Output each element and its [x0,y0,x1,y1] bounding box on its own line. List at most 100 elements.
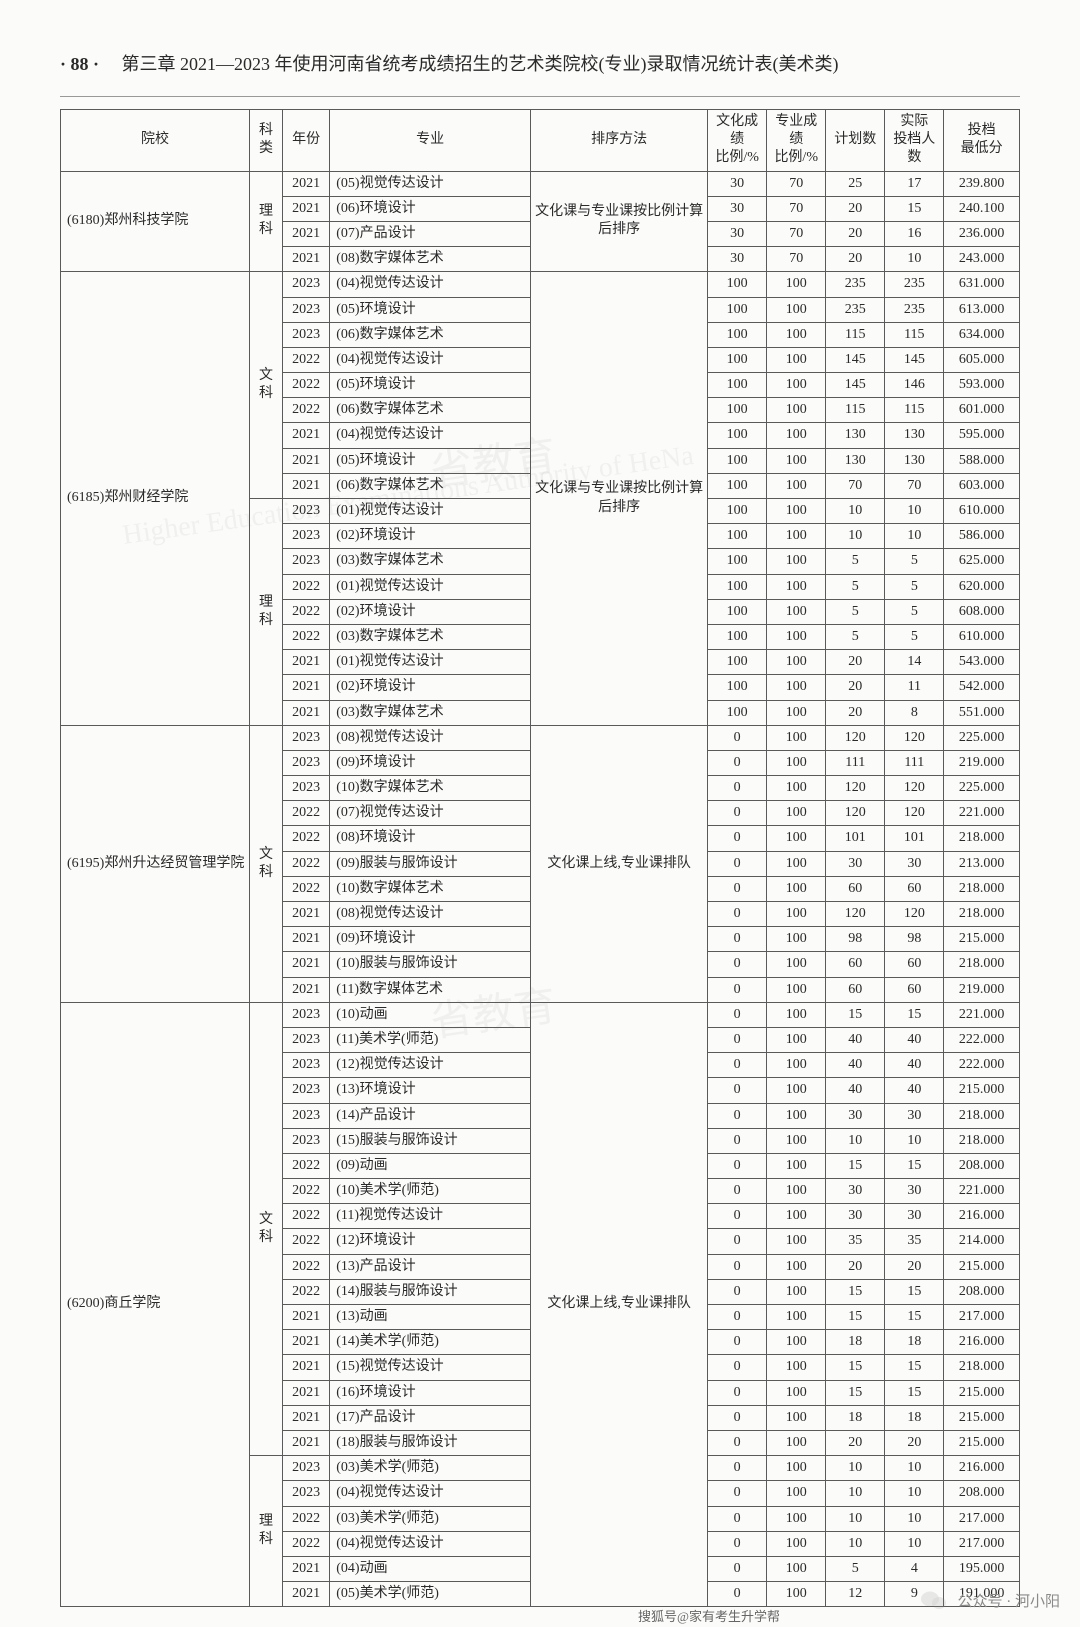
wh-cell: 100 [708,624,767,649]
act-cell: 146 [885,373,944,398]
act-cell: 35 [885,1229,944,1254]
act-cell: 120 [885,776,944,801]
zy-cell: 100 [767,675,826,700]
year-cell: 2023 [283,499,330,524]
plan-cell: 70 [826,473,885,498]
act-cell: 130 [885,423,944,448]
act-cell: 145 [885,347,944,372]
score-cell: 243.000 [944,247,1020,272]
score-cell: 625.000 [944,549,1020,574]
plan-cell: 25 [826,171,885,196]
score-cell: 208.000 [944,1279,1020,1304]
year-cell: 2022 [283,801,330,826]
wh-cell: 30 [708,196,767,221]
zy-cell: 100 [767,1128,826,1153]
score-cell: 216.000 [944,1330,1020,1355]
wh-cell: 0 [708,1002,767,1027]
major-cell: (09)服装与服饰设计 [330,851,531,876]
major-cell: (03)数字媒体艺术 [330,624,531,649]
act-cell: 15 [885,1305,944,1330]
col-header: 院校 [61,110,250,172]
score-cell: 634.000 [944,322,1020,347]
score-cell: 613.000 [944,297,1020,322]
track-cell: 理科 [249,499,282,726]
major-cell: (09)环境设计 [330,750,531,775]
plan-cell: 15 [826,1380,885,1405]
zy-cell: 100 [767,902,826,927]
wh-cell: 0 [708,1405,767,1430]
major-cell: (01)视觉传达设计 [330,574,531,599]
wh-cell: 0 [708,1456,767,1481]
major-cell: (14)产品设计 [330,1103,531,1128]
plan-cell: 120 [826,801,885,826]
wh-cell: 0 [708,977,767,1002]
score-cell: 216.000 [944,1456,1020,1481]
wh-cell: 0 [708,1355,767,1380]
year-cell: 2022 [283,851,330,876]
wh-cell: 0 [708,1027,767,1052]
wh-cell: 100 [708,499,767,524]
major-cell: (05)视觉传达设计 [330,171,531,196]
act-cell: 15 [885,1380,944,1405]
year-cell: 2022 [283,1506,330,1531]
zy-cell: 100 [767,1027,826,1052]
major-cell: (06)环境设计 [330,196,531,221]
track-cell: 理科 [249,1456,282,1607]
zy-cell: 100 [767,549,826,574]
year-cell: 2022 [283,1531,330,1556]
year-cell: 2022 [283,1279,330,1304]
page-number: · 88 · [60,54,99,74]
act-cell: 60 [885,977,944,1002]
zy-cell: 100 [767,1002,826,1027]
score-cell: 542.000 [944,675,1020,700]
zy-cell: 100 [767,876,826,901]
act-cell: 17 [885,171,944,196]
score-cell: 215.000 [944,1254,1020,1279]
zy-cell: 100 [767,524,826,549]
zy-cell: 100 [767,448,826,473]
zy-cell: 100 [767,1380,826,1405]
major-cell: (13)动画 [330,1305,531,1330]
major-cell: (07)视觉传达设计 [330,801,531,826]
score-cell: 214.000 [944,1229,1020,1254]
table-row: (6180)郑州科技学院理科2021(05)视觉传达设计文化课与专业课按比例计算… [61,171,1020,196]
major-cell: (14)美术学(师范) [330,1330,531,1355]
zy-cell: 100 [767,473,826,498]
zy-cell: 100 [767,398,826,423]
act-cell: 40 [885,1053,944,1078]
score-cell: 593.000 [944,373,1020,398]
major-cell: (05)美术学(师范) [330,1582,531,1607]
plan-cell: 98 [826,927,885,952]
zy-cell: 100 [767,725,826,750]
act-cell: 14 [885,650,944,675]
zy-cell: 100 [767,624,826,649]
major-cell: (08)视觉传达设计 [330,902,531,927]
zy-cell: 100 [767,977,826,1002]
zy-cell: 100 [767,1330,826,1355]
plan-cell: 30 [826,1179,885,1204]
wh-cell: 0 [708,1556,767,1581]
year-cell: 2023 [283,297,330,322]
major-cell: (06)数字媒体艺术 [330,322,531,347]
major-cell: (09)动画 [330,1153,531,1178]
score-cell: 221.000 [944,801,1020,826]
track-cell: 文科 [249,272,282,499]
zy-cell: 100 [767,1254,826,1279]
year-cell: 2021 [283,700,330,725]
act-cell: 30 [885,1204,944,1229]
year-cell: 2023 [283,776,330,801]
plan-cell: 20 [826,196,885,221]
major-cell: (04)视觉传达设计 [330,423,531,448]
year-cell: 2023 [283,1456,330,1481]
school-cell: (6185)郑州财经学院 [61,272,250,725]
major-cell: (06)数字媒体艺术 [330,473,531,498]
score-cell: 219.000 [944,977,1020,1002]
act-cell: 16 [885,221,944,246]
score-cell: 218.000 [944,1128,1020,1153]
year-cell: 2022 [283,1153,330,1178]
score-cell: 219.000 [944,750,1020,775]
col-header: 文化成绩比例/% [708,110,767,172]
admission-table: 院校科类年份专业排序方法文化成绩比例/%专业成绩比例/%计划数实际投档人数投档最… [60,109,1020,1607]
wh-cell: 0 [708,876,767,901]
wh-cell: 100 [708,599,767,624]
